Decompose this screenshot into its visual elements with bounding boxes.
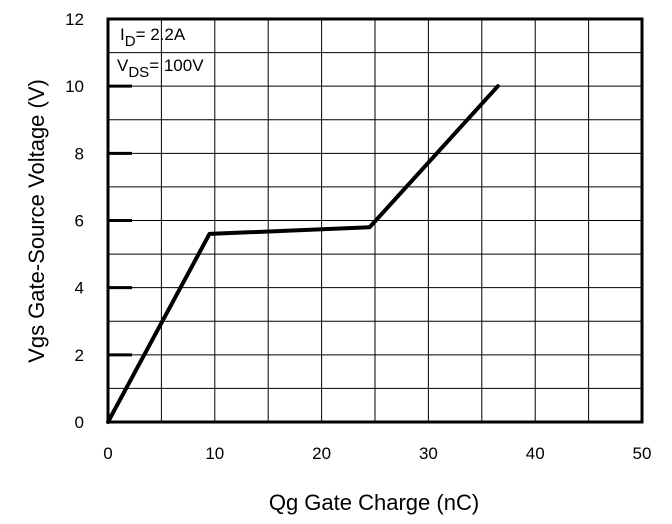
y-axis-label: Vgs Gate-Source Voltage (V): [24, 79, 49, 363]
plot-frame: [106, 17, 644, 424]
x-tick-labels: 0 10 20 30 40 50: [103, 444, 651, 463]
y-tick-label: 0: [75, 413, 84, 432]
y-tick-labels: 0 2 4 6 8 10 12: [65, 10, 84, 432]
x-tick-label: 30: [419, 444, 438, 463]
x-tick-label: 50: [633, 444, 652, 463]
drain-current-annotation: ID= 2.2A: [120, 25, 186, 50]
x-axis-label: Qg Gate Charge (nC): [269, 490, 479, 515]
series-layer: [106, 84, 500, 424]
y-axis-ticks: [108, 84, 132, 357]
y-tick-label: 12: [65, 10, 84, 29]
y-tick-label: 8: [75, 144, 84, 163]
y-tick-label: 10: [65, 77, 84, 96]
y-tick-label: 2: [75, 346, 84, 365]
gate-charge-curve: [106, 84, 500, 424]
grid-lines: [108, 19, 642, 422]
x-tick-label: 20: [312, 444, 331, 463]
y-tick-label: 6: [75, 212, 84, 231]
drain-source-voltage-annotation: VDS= 100V: [117, 56, 204, 81]
x-tick-label: 40: [526, 444, 545, 463]
x-tick-label: 10: [205, 444, 224, 463]
y-tick-label: 4: [75, 279, 84, 298]
x-tick-label: 0: [103, 444, 112, 463]
